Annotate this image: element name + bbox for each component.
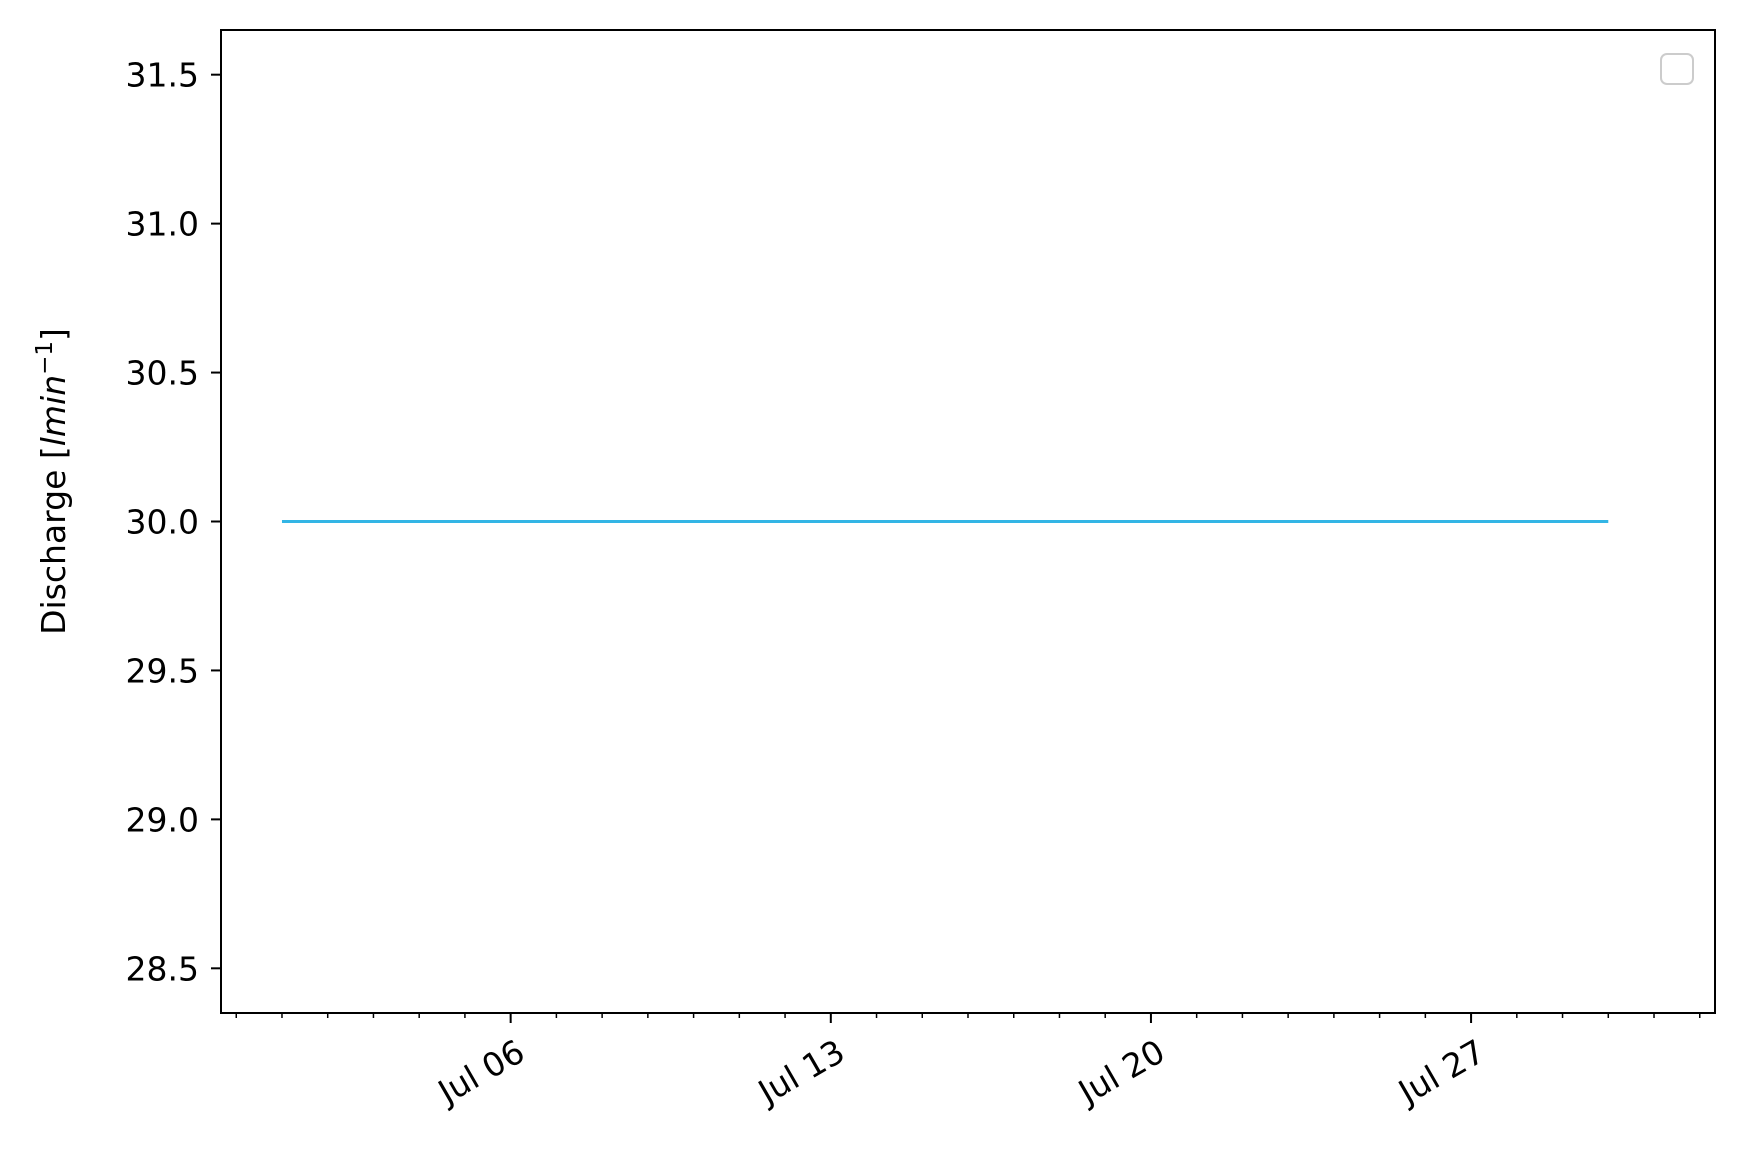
y-tick-label: 30.0 bbox=[126, 503, 199, 542]
y-tick-label: 30.5 bbox=[126, 354, 199, 393]
y-tick-label: 29.5 bbox=[126, 651, 199, 690]
y-axis-label-close: ] bbox=[34, 328, 73, 341]
y-axis-label-unit: lmin bbox=[34, 375, 73, 446]
legend-box bbox=[1660, 53, 1694, 85]
y-axis-label: Discharge [lmin−1] bbox=[32, 328, 73, 635]
y-axis: 28.5 29.0 29.5 30.0 30.5 31.0 31.5 bbox=[126, 56, 221, 988]
y-tick-label: 29.0 bbox=[126, 800, 199, 839]
axes-frame bbox=[220, 29, 1716, 1014]
y-tick-label: 28.5 bbox=[126, 949, 199, 988]
y-tick-label: 31.0 bbox=[126, 205, 199, 244]
y-axis-label-text: Discharge [ bbox=[34, 446, 73, 635]
y-axis-label-exponent: −1 bbox=[32, 341, 58, 375]
y-tick-label: 31.5 bbox=[126, 56, 199, 95]
